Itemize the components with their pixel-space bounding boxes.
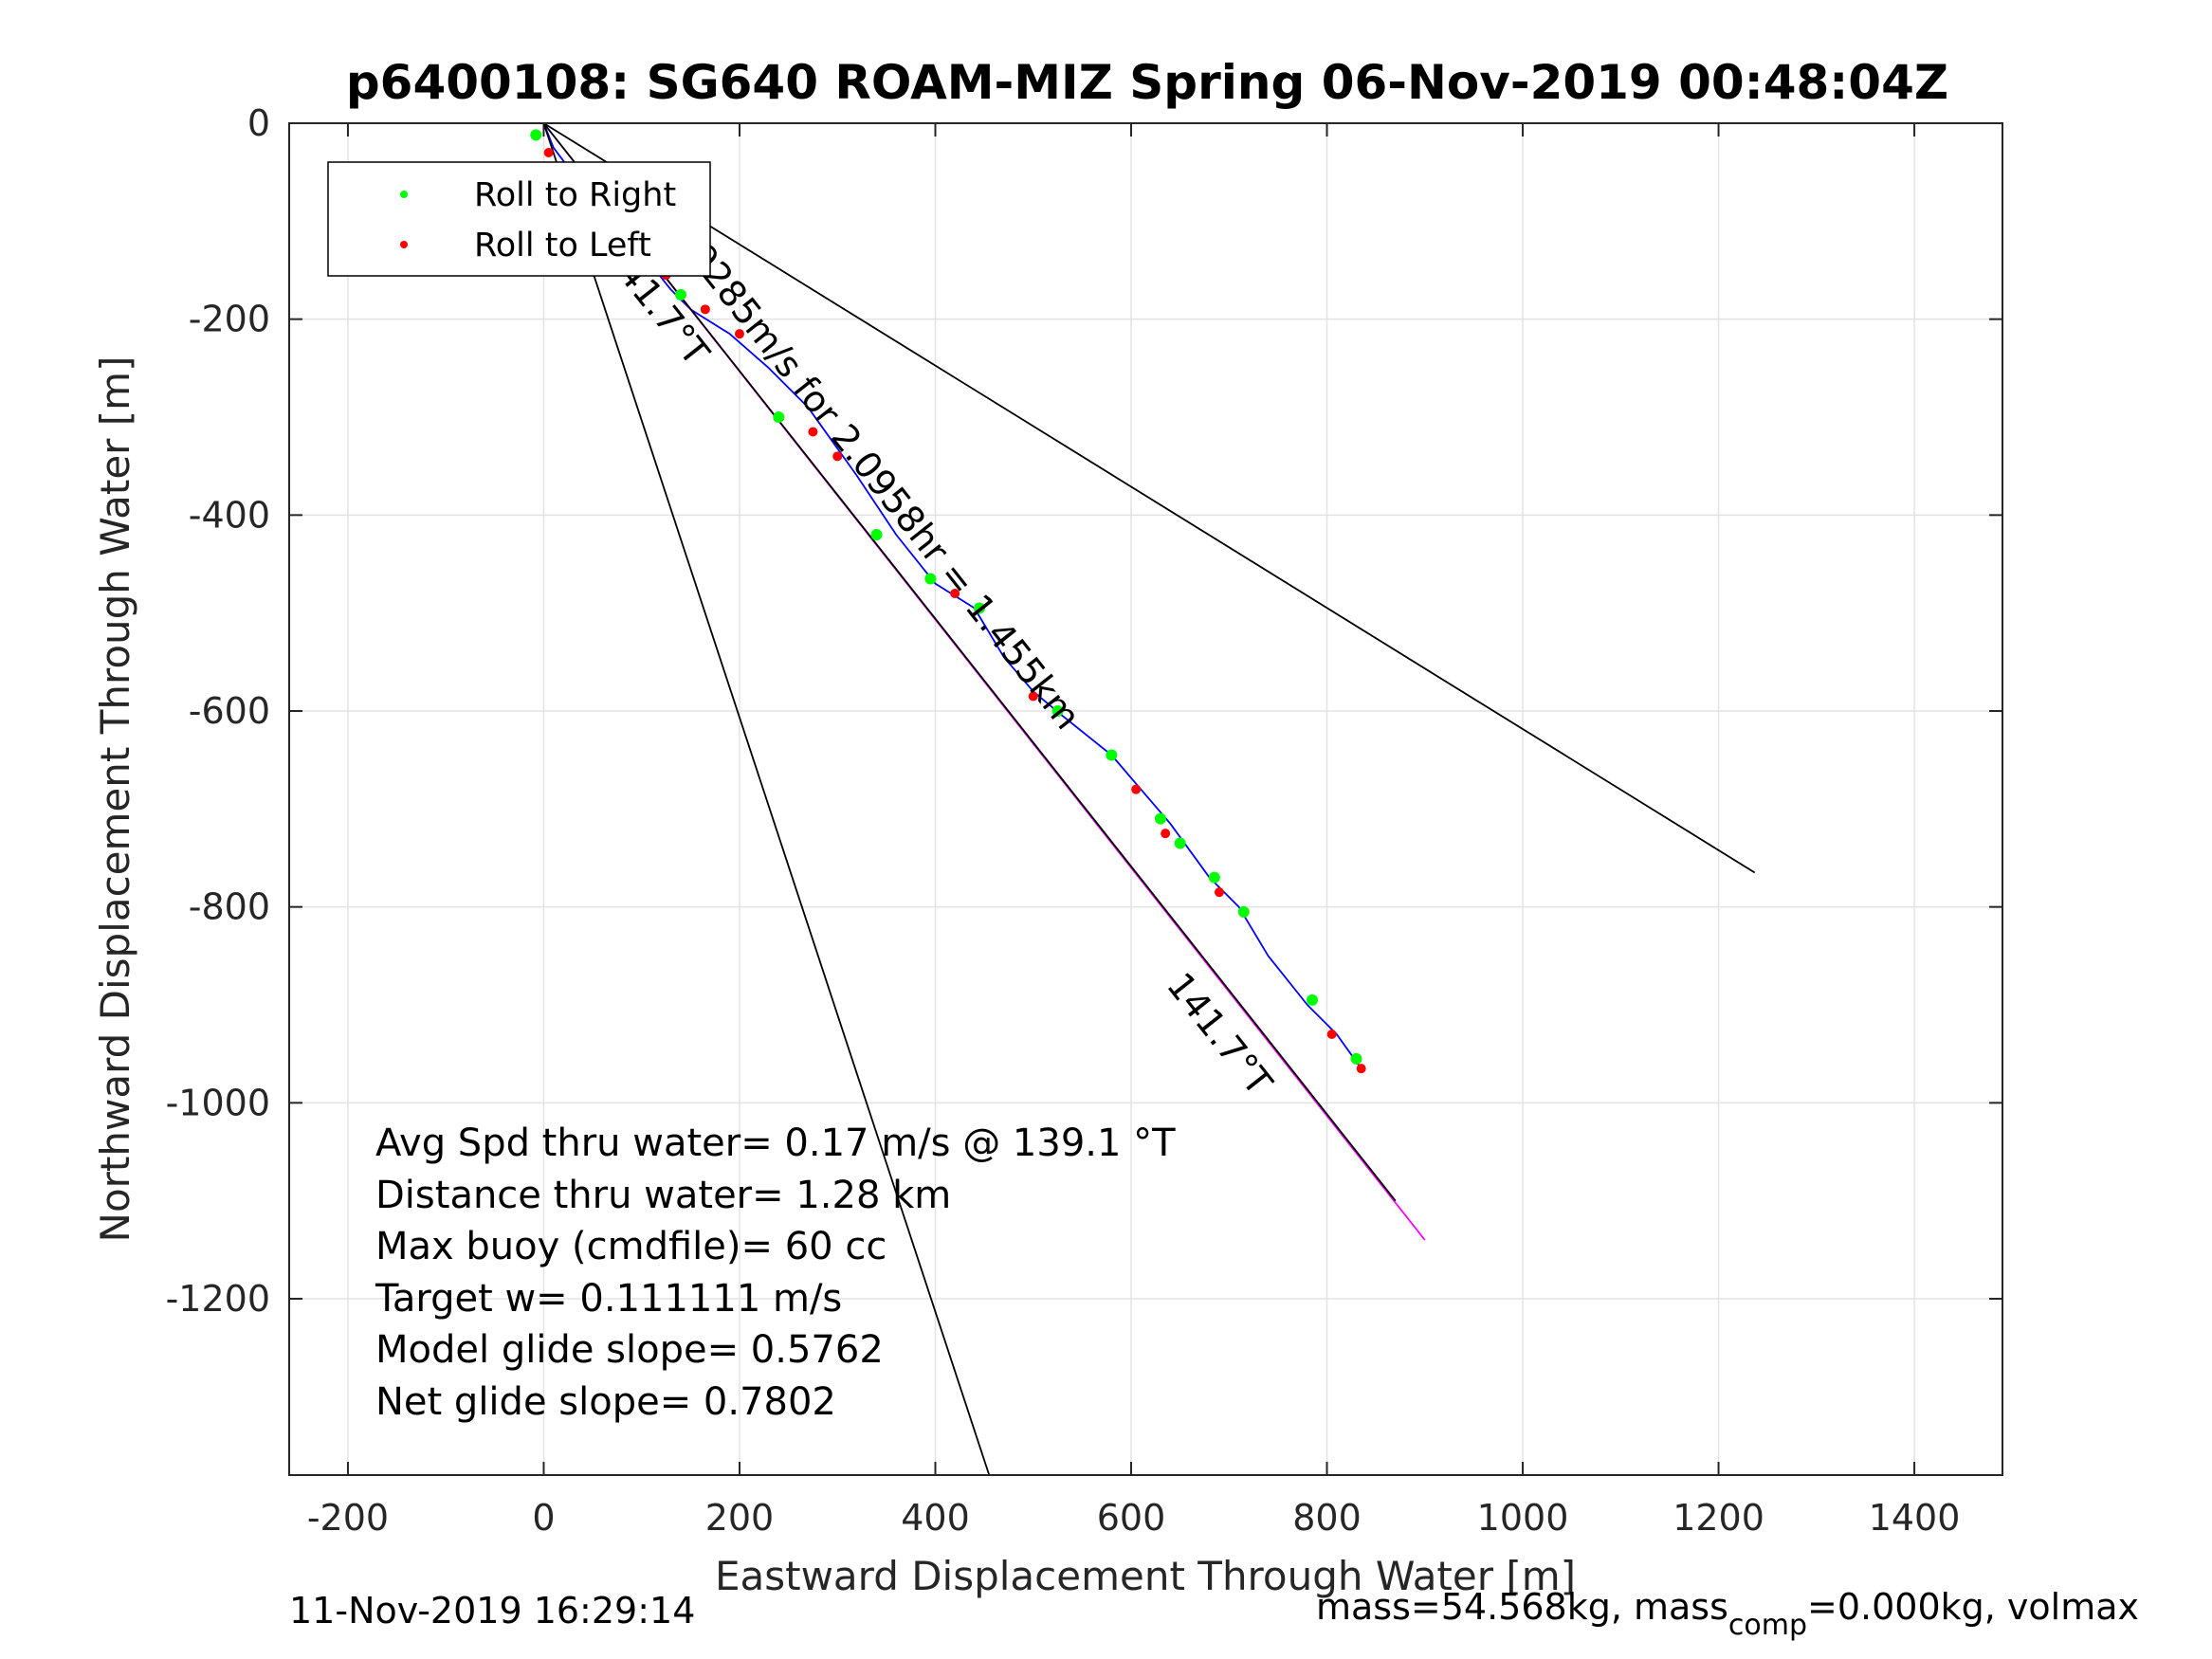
roll-left-point (832, 451, 843, 462)
stat-distance: Distance thru water= 1.28 km (375, 1174, 951, 1217)
roll-left-point (1161, 829, 1171, 839)
roll-left-point (543, 148, 554, 157)
series-bounding-line-lower (542, 122, 991, 1476)
legend-box (327, 161, 711, 277)
roll-right-point (924, 573, 937, 585)
y-tick-label: -400 (189, 494, 270, 536)
y-tick-label: 0 (247, 102, 270, 144)
x-axis-label: Eastward Displacement Through Water [m] (715, 1553, 1576, 1599)
legend-roll-right-marker (400, 191, 408, 198)
x-tick-label: 600 (1097, 1497, 1166, 1539)
y-tick-label: -800 (189, 886, 270, 928)
y-axis-label: Northward Displacement Through Water [m] (92, 356, 138, 1243)
roll-left-point (1131, 784, 1142, 794)
roll-right-point (973, 602, 985, 614)
stat-model-glide: Model glide slope= 0.5762 (375, 1328, 884, 1372)
roll-right-point (1208, 871, 1220, 884)
x-tick-label: 1000 (1477, 1497, 1569, 1539)
roll-right-point (1350, 1052, 1362, 1065)
roll-points (530, 129, 1366, 1074)
legend-roll-left-marker (400, 241, 408, 248)
roll-right-point (1051, 705, 1064, 717)
x-tick-label: 800 (1292, 1497, 1362, 1539)
roll-right-point (870, 529, 883, 540)
legend-roll-right-label: Roll to Right (474, 176, 676, 214)
roll-left-point (1326, 1030, 1337, 1039)
y-tick-label: -1200 (166, 1278, 270, 1320)
stat-avg-speed: Avg Spd thru water= 0.17 m/s @ 139.1 °T (375, 1121, 1176, 1165)
footer-timestamp: 11-Nov-2019 16:29:14 (289, 1590, 695, 1632)
x-tick-label: 1200 (1673, 1497, 1764, 1539)
x-tick-label: 0 (532, 1497, 555, 1539)
roll-right-point (1106, 749, 1118, 761)
plot-area (289, 123, 2002, 1475)
stat-max-buoy: Max buoy (cmdfile)= 60 cc (375, 1225, 887, 1268)
roll-left-point (808, 427, 818, 437)
x-tick-label: 400 (901, 1497, 970, 1539)
roll-right-point (675, 288, 687, 301)
x-tick-label: 200 (705, 1497, 775, 1539)
stats-block: Avg Spd thru water= 0.17 m/s @ 139.1 °T … (375, 1121, 1176, 1424)
roll-right-point (1237, 905, 1250, 918)
roll-right-point (1154, 812, 1166, 825)
y-tick-label: -600 (189, 690, 270, 732)
x-tick-label: 1400 (1869, 1497, 1961, 1539)
y-tick-label: -200 (189, 299, 270, 340)
roll-right-point (773, 411, 785, 423)
roll-left-point (1028, 691, 1038, 702)
footer-mass-sub: comp (1728, 1609, 1807, 1642)
roll-left-point (950, 589, 960, 598)
legend-roll-left-label: Roll to Left (474, 227, 651, 264)
footer-mass: mass=54.568kg, masscomp=0.000kg, volmax (1316, 1586, 2139, 1642)
stat-net-glide: Net glide slope= 0.7802 (375, 1380, 836, 1424)
roll-left-point (700, 304, 710, 315)
axis-ticks: -200 0 200 400 600 800 1000 1200 1400 0 -200 -400 -6… (166, 102, 2002, 1539)
roll-right-point (1307, 994, 1319, 1006)
roll-left-point (734, 329, 744, 339)
roll-left-point (1214, 887, 1224, 898)
stat-target-w: Target w= 0.111111 m/s (375, 1277, 842, 1321)
series-bounding-line-middle (542, 122, 1397, 1202)
roll-left-point (1356, 1064, 1366, 1074)
legend: Roll to Right Roll to Left (327, 161, 711, 277)
chart-title: p6400108: SG640 ROAM-MIZ Spring 06-Nov-2… (346, 55, 1948, 110)
footer-mass-suffix: =0.000kg, volmax (1807, 1586, 2139, 1628)
roll-right-point (530, 129, 542, 141)
roll-right-point (1174, 837, 1186, 849)
axes-frame (288, 122, 2003, 1476)
x-tick-label: -200 (307, 1497, 389, 1539)
footer-mass-prefix: mass=54.568kg, mass (1316, 1586, 1728, 1628)
series-bounding-line-upper (542, 122, 1756, 874)
y-tick-label: -1000 (166, 1082, 270, 1123)
